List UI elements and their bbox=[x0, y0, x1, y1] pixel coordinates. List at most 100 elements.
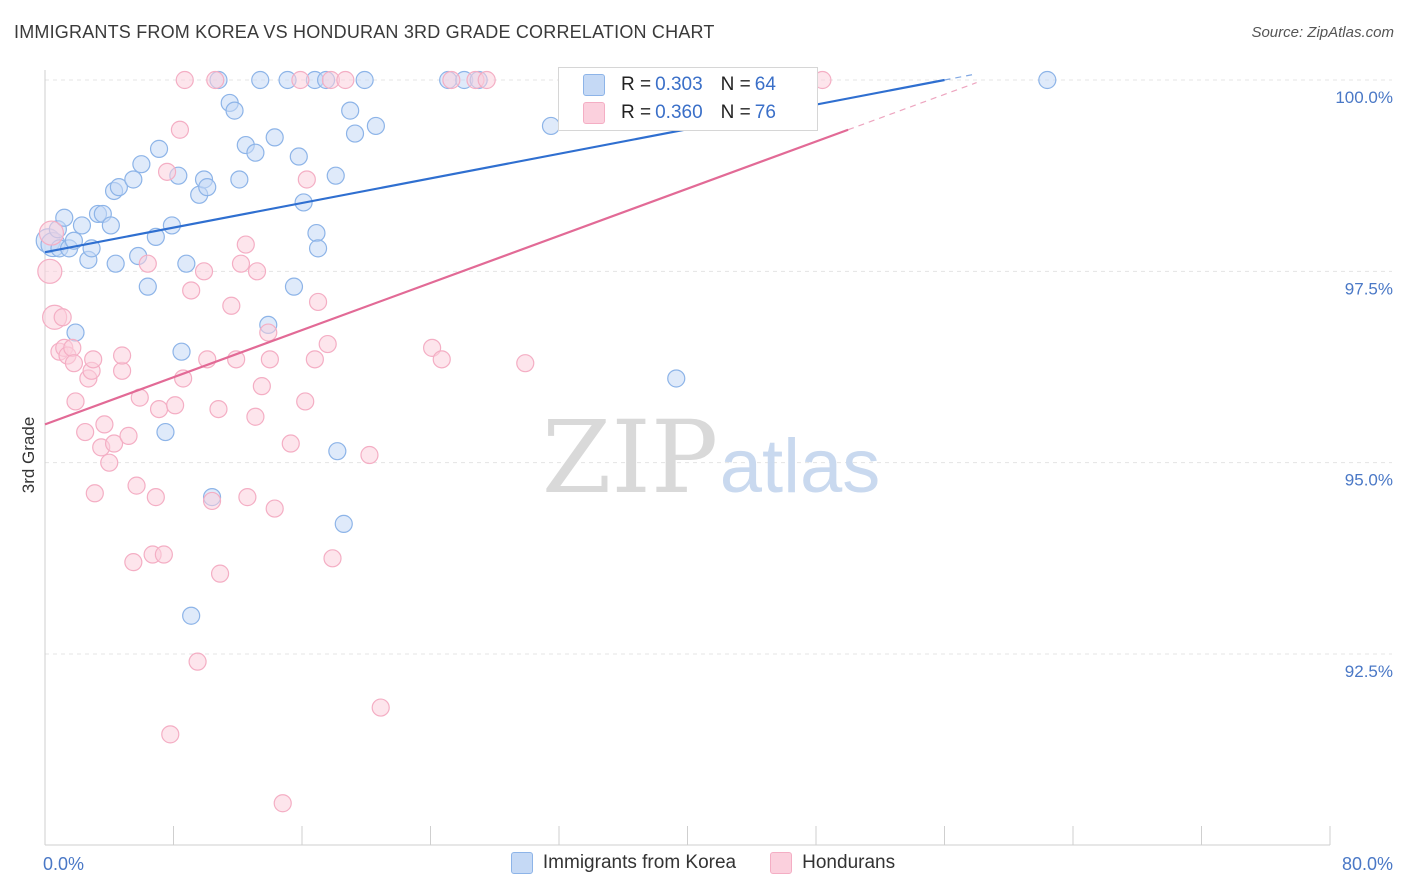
hondurans-trend-line bbox=[44, 128, 849, 426]
korea-point bbox=[334, 514, 353, 533]
honduran-point bbox=[516, 354, 535, 373]
korea-point bbox=[345, 124, 365, 143]
honduran-point bbox=[76, 422, 95, 442]
honduran-point bbox=[247, 262, 267, 281]
honduran-point bbox=[318, 334, 337, 354]
korea-point bbox=[251, 70, 270, 90]
honduran-point bbox=[252, 377, 271, 396]
legend-label-hondurans: Hondurans bbox=[802, 852, 896, 873]
series-legend: Immigrants from Korea Hondurans bbox=[0, 852, 1406, 874]
honduran-point bbox=[112, 361, 132, 380]
korea-point bbox=[172, 342, 191, 361]
honduran-r-value: 0.360 bbox=[655, 102, 703, 123]
honduran-point bbox=[38, 220, 65, 246]
hondurans-trend-extension bbox=[847, 82, 977, 131]
legend-label-korea: Immigrants from Korea bbox=[542, 852, 737, 873]
honduran-point bbox=[360, 445, 379, 465]
korea-n-value: 64 bbox=[754, 74, 776, 95]
honduran-point bbox=[432, 350, 451, 369]
honduran-point bbox=[146, 488, 165, 507]
honduran-r-label: R = bbox=[621, 102, 652, 123]
honduran-point bbox=[442, 70, 461, 90]
honduran-point bbox=[85, 484, 104, 503]
x-tick-label-max: 80.0% bbox=[1342, 854, 1393, 874]
y-tick-label: 95.0% bbox=[1345, 471, 1393, 490]
honduran-point bbox=[37, 258, 63, 284]
legend-swatch-korea bbox=[510, 852, 533, 874]
korea-point bbox=[366, 116, 385, 136]
honduran-point bbox=[64, 354, 84, 373]
honduran-point bbox=[154, 545, 173, 564]
honduran-point bbox=[296, 392, 315, 411]
korea-point bbox=[246, 143, 265, 162]
honduran-point bbox=[305, 350, 324, 369]
honduran-point bbox=[210, 564, 230, 583]
chart-title: IMMIGRANTS FROM KOREA VS HONDURAN 3RD GR… bbox=[14, 22, 715, 42]
korea-point bbox=[182, 606, 201, 625]
korea-point bbox=[230, 170, 249, 189]
grid-lines bbox=[45, 79, 1392, 655]
korea-point bbox=[198, 178, 217, 197]
korea-point bbox=[307, 223, 326, 243]
korea-point bbox=[101, 216, 120, 235]
honduran-point bbox=[246, 407, 265, 426]
honduran-point bbox=[84, 350, 103, 369]
honduran-point bbox=[259, 323, 278, 342]
honduran-point bbox=[124, 553, 143, 572]
stats-row-korea: R = 0.303 N = 64 bbox=[583, 74, 776, 96]
korea-swatch bbox=[583, 74, 605, 96]
honduran-point bbox=[308, 292, 328, 312]
korea-point bbox=[66, 323, 85, 342]
honduran-point bbox=[66, 392, 85, 411]
honduran-point bbox=[265, 499, 284, 518]
honduran-point bbox=[206, 70, 225, 90]
y-axis-label: 3rd Grade bbox=[19, 417, 38, 494]
korea-point bbox=[106, 254, 125, 273]
legend-swatch-hondurans bbox=[770, 852, 793, 874]
korea-point bbox=[355, 70, 374, 90]
honduran-point bbox=[477, 70, 496, 90]
honduran-swatch bbox=[583, 102, 605, 124]
honduran-point bbox=[63, 338, 82, 357]
korea-point bbox=[289, 147, 308, 166]
korea-point bbox=[55, 208, 74, 227]
honduran-point bbox=[297, 170, 316, 189]
korea-point bbox=[284, 277, 304, 296]
honduran-point bbox=[260, 350, 279, 369]
honduran-point bbox=[104, 434, 124, 453]
korea-point bbox=[177, 254, 196, 273]
legend-item-hondurans[interactable]: Hondurans bbox=[770, 852, 895, 874]
honduran-point bbox=[291, 70, 310, 90]
y-tick-label: 97.5% bbox=[1345, 279, 1393, 298]
honduran-point bbox=[53, 308, 72, 327]
honduran-point bbox=[188, 652, 207, 671]
korea-point bbox=[667, 369, 686, 388]
chart-source: Source: ZipAtlas.com bbox=[1251, 24, 1394, 41]
honduran-point bbox=[209, 399, 228, 419]
legend-item-korea[interactable]: Immigrants from Korea bbox=[510, 852, 737, 874]
honduran-point bbox=[236, 235, 255, 254]
korea-point bbox=[541, 116, 561, 136]
honduran-point bbox=[323, 549, 342, 568]
korea-point bbox=[156, 422, 175, 442]
korea-n-label: N = bbox=[720, 74, 751, 95]
honduran-point bbox=[231, 254, 251, 273]
honduran-point bbox=[119, 426, 138, 445]
korea-point bbox=[149, 139, 169, 158]
honduran-n-value: 76 bbox=[754, 102, 776, 123]
korea-point bbox=[308, 239, 328, 258]
korea-r-value: 0.303 bbox=[655, 74, 703, 95]
korea-point bbox=[265, 128, 284, 147]
korea-point bbox=[124, 170, 143, 189]
honduran-point bbox=[336, 70, 355, 90]
korea-point bbox=[138, 277, 157, 296]
honduran-point bbox=[175, 70, 194, 90]
honduran-point bbox=[138, 254, 157, 273]
series-hondurans-points bbox=[37, 70, 832, 813]
watermark-atlas: atlas bbox=[720, 424, 881, 509]
korea-point bbox=[326, 166, 345, 185]
x-tick-label-min: 0.0% bbox=[43, 854, 84, 874]
korea-point bbox=[109, 178, 128, 197]
honduran-point bbox=[161, 725, 180, 744]
korea-point bbox=[162, 216, 181, 235]
